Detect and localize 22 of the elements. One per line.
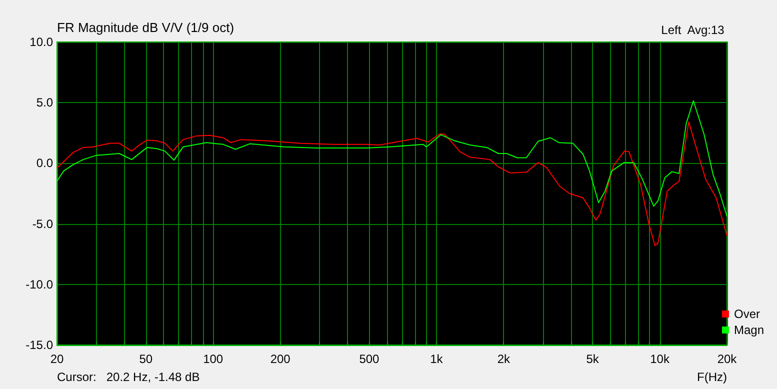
x-tick-label: 10k [650,352,670,366]
chart-title: FR Magnitude dB V/V (1/9 oct) [57,20,234,35]
x-tick-label: 5k [586,352,600,366]
x-axis-title: F(Hz) [697,370,728,384]
legend-label: Magn [734,323,764,337]
x-tick-label: 20 [50,352,64,366]
y-tick-label: 10.0 [30,35,54,49]
x-tick-label: 100 [203,352,224,366]
y-tick-label: -5.0 [32,216,54,231]
y-tick-label: 5.0 [36,96,54,110]
x-tick-label: 2k [497,352,511,366]
x-tick-label: 500 [359,352,380,366]
x-tick-label: 50 [139,352,153,366]
text: Left Avg:13 [661,23,725,37]
y-tick-label: -10.0 [26,277,54,292]
x-tick-label: 1k [430,352,444,366]
x-tick-label: 20k [717,352,738,366]
y-tick-label: -15.0 [26,338,54,352]
text: Cursor: 20.2 Hz, -1.48 dB [57,370,200,384]
y-tick-label: 0.0 [36,156,54,170]
legend-label: Over [734,307,760,321]
x-tick-label: 200 [270,352,291,366]
